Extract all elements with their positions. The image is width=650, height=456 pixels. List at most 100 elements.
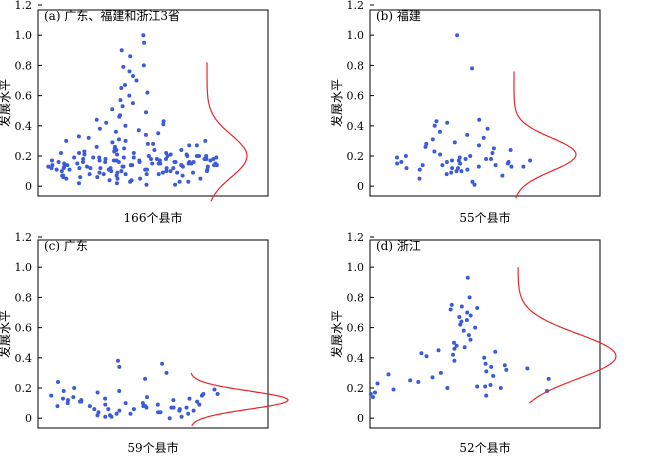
data-point [546, 376, 551, 381]
data-point [71, 395, 76, 400]
data-point [108, 166, 113, 171]
data-point [368, 392, 373, 396]
data-point [130, 101, 135, 106]
data-point [373, 390, 377, 395]
chart-panel-3: 0 0.2 0.4 0.6 0.8 1.0 1.2 发展水平 (c) 广东 59个县市 [0, 231, 289, 455]
data-point [194, 154, 199, 158]
chart-panel-1: 0 0.2 0.4 0.6 0.8 1.0 1.2 发展水平 (a) 广东、福建和浙江3省 166… [0, 0, 269, 225]
data-point [104, 120, 109, 125]
y-tick-label: 0.6 [15, 90, 33, 103]
y-tick-label: 0 [25, 180, 32, 193]
data-point [59, 169, 64, 174]
data-point [56, 160, 61, 164]
data-point [156, 172, 161, 177]
y-tick-label: 0.4 [15, 120, 33, 133]
y-tick-label: 0.4 [15, 352, 33, 365]
data-point [143, 376, 148, 381]
data-point [117, 364, 122, 369]
y-tick-label: 0.2 [347, 150, 365, 163]
data-point [404, 166, 409, 171]
data-point [180, 173, 185, 178]
data-point [97, 170, 102, 175]
data-point [191, 408, 196, 413]
data-point [109, 169, 114, 174]
data-point [204, 154, 209, 158]
y-tick-label: 0.8 [15, 291, 33, 304]
data-point [371, 395, 375, 400]
data-point [131, 151, 136, 155]
data-point [137, 160, 142, 164]
data-point [107, 178, 112, 183]
data-point [521, 164, 526, 169]
data-point [408, 378, 413, 383]
data-point [151, 141, 156, 146]
data-point [65, 401, 70, 406]
data-point [106, 407, 111, 412]
data-point [444, 160, 449, 164]
data-point [110, 140, 115, 145]
y-tick-label: 1.2 [15, 0, 33, 12]
data-point [144, 172, 149, 177]
data-point [459, 169, 464, 174]
data-point [165, 154, 170, 158]
plot-frame [369, 9, 601, 197]
data-point [456, 166, 460, 171]
y-tick-label: 0.8 [347, 59, 365, 72]
data-point [423, 144, 428, 149]
data-point [92, 407, 97, 412]
data-point [117, 137, 121, 142]
data-point [436, 348, 441, 353]
data-point [141, 404, 146, 409]
data-point [440, 163, 445, 168]
data-point [97, 126, 102, 131]
data-point [437, 129, 442, 134]
data-point [67, 167, 72, 172]
data-point [117, 408, 122, 413]
data-point [77, 151, 81, 155]
data-point [156, 161, 161, 166]
data-point [485, 126, 490, 131]
data-point [403, 154, 408, 158]
data-point [498, 386, 503, 390]
y-axis-label: 发展水平 [0, 310, 12, 358]
data-point [490, 151, 495, 155]
y-tick-label: 0.6 [347, 90, 365, 103]
data-point [468, 313, 473, 318]
data-point [144, 110, 148, 115]
data-point [395, 155, 399, 160]
data-point [144, 405, 149, 410]
data-point [116, 160, 121, 164]
data-point [197, 402, 202, 407]
data-point [49, 393, 54, 398]
data-point [78, 399, 82, 404]
data-point [61, 396, 65, 401]
data-point [458, 161, 463, 166]
data-point [483, 384, 488, 389]
data-point [212, 163, 217, 168]
data-point [185, 154, 190, 158]
data-point [205, 164, 210, 169]
data-point [121, 155, 126, 160]
panel-title: (d) 浙江 [376, 239, 421, 253]
data-point [131, 74, 135, 78]
data-point [98, 166, 103, 171]
data-point [208, 158, 213, 163]
y-tick-label: 1.2 [347, 0, 365, 12]
data-point [458, 322, 463, 327]
data-point [119, 86, 124, 90]
data-point [128, 179, 133, 184]
data-point [173, 182, 178, 187]
data-point [82, 149, 87, 154]
plot-frame [369, 239, 601, 429]
data-point [97, 155, 102, 160]
y-tick-label: 1.2 [15, 231, 33, 244]
y-tick-label: 0.4 [347, 352, 365, 365]
data-point [204, 157, 209, 161]
data-point [86, 135, 91, 140]
y-tick-label: 0 [357, 180, 364, 193]
data-point [158, 410, 163, 415]
data-point [141, 33, 146, 38]
data-point [509, 164, 514, 169]
data-point [164, 370, 169, 375]
